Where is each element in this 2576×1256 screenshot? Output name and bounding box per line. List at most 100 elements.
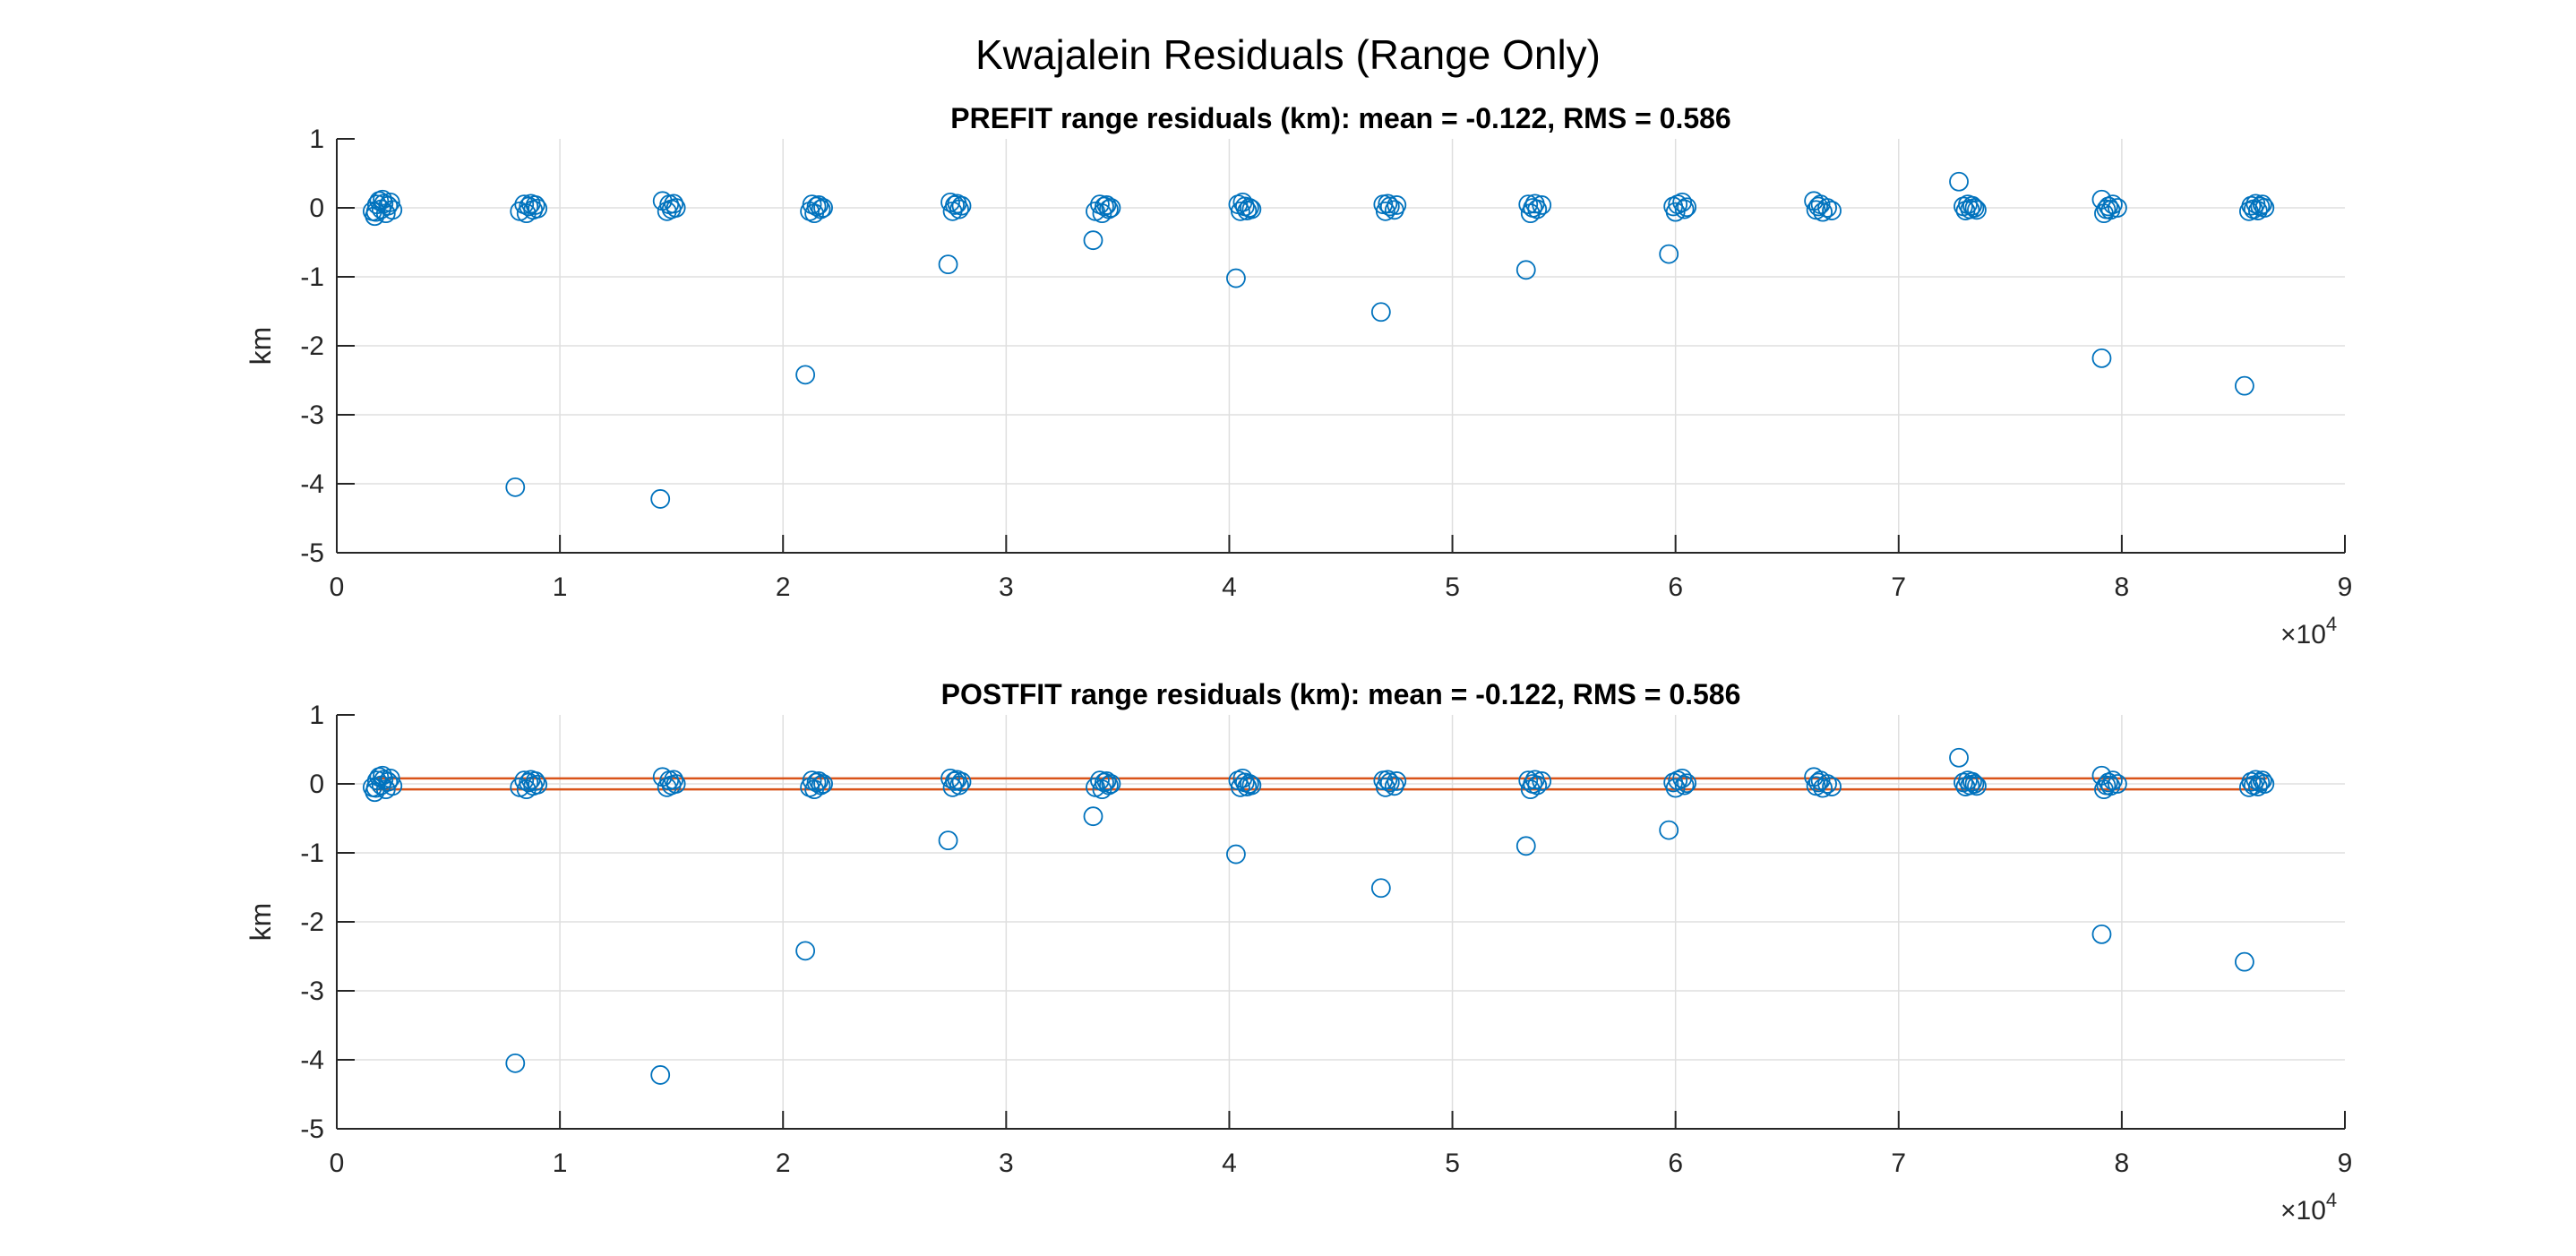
postfit-data-point xyxy=(1231,777,1250,797)
postfit-data-point xyxy=(1964,774,1985,794)
prefit-data-point xyxy=(1101,198,1121,218)
postfit-chart-title: POSTFIT range residuals (km): mean = -0.… xyxy=(941,678,1741,710)
postfit-data-point xyxy=(938,830,958,851)
prefit-data-point xyxy=(938,254,958,275)
prefit-x-tick-label: 3 xyxy=(999,572,1014,602)
postfit-data-point xyxy=(1095,772,1114,793)
prefit-data-point xyxy=(1949,171,1969,192)
postfit-data-point xyxy=(1817,774,1837,794)
prefit-data-point xyxy=(2103,194,2123,215)
postfit-data-point xyxy=(365,778,386,798)
prefit-data-point xyxy=(1370,302,1391,323)
postfit-x-tick-label: 8 xyxy=(2115,1148,2130,1178)
postfit-data-point xyxy=(1813,778,1833,798)
postfit-data-point xyxy=(1226,844,1246,865)
prefit-x-tick-label: 6 xyxy=(1668,572,1683,602)
prefit-data-point xyxy=(1231,201,1250,221)
postfit-data-point xyxy=(2234,951,2254,972)
prefit-data-point xyxy=(1532,195,1552,215)
prefit-data-point xyxy=(2234,375,2254,396)
postfit-data-point xyxy=(1241,775,1262,796)
prefit-data-point xyxy=(1083,230,1103,251)
prefit-data-point xyxy=(365,202,386,222)
postfit-y-tick-label: -3 xyxy=(300,976,324,1006)
prefit-data-point xyxy=(1239,198,1259,218)
postfit-data-point xyxy=(2108,774,2127,794)
postfit-data-point xyxy=(1674,775,1695,796)
prefit-data-point xyxy=(519,196,539,217)
prefit-x-exponent-label: ×104 xyxy=(2280,613,2337,650)
postfit-data-point xyxy=(528,774,548,795)
prefit-y-axis-label: km xyxy=(245,327,277,366)
postfit-y-tick-label: 1 xyxy=(309,701,324,730)
prefit-y-tick-label: -3 xyxy=(300,400,324,430)
postfit-x-tick-label: 2 xyxy=(776,1148,791,1178)
postfit-data-point xyxy=(1387,771,1407,791)
postfit-data-point xyxy=(1523,774,1543,794)
postfit-y-tick-label: -5 xyxy=(300,1114,324,1144)
postfit-x-tick-label: 4 xyxy=(1222,1148,1237,1178)
postfit-data-point xyxy=(1518,770,1539,791)
prefit-data-point xyxy=(1518,194,1539,215)
postfit-data-point xyxy=(665,774,686,794)
prefit-data-point xyxy=(525,195,545,215)
prefit-data-point xyxy=(2108,198,2127,218)
prefit-data-point xyxy=(373,189,392,210)
prefit-data-point xyxy=(1677,197,1697,218)
prefit-data-point xyxy=(1099,199,1119,219)
postfit-data-point xyxy=(795,941,816,961)
prefit-data-point xyxy=(951,195,972,216)
postfit-x-tick-label: 6 xyxy=(1668,1148,1683,1178)
prefit-data-point xyxy=(1964,198,1985,218)
postfit-data-point xyxy=(1378,770,1398,790)
postfit-data-point xyxy=(1808,772,1828,793)
postfit-x-tick-label: 3 xyxy=(999,1148,1014,1178)
postfit-data-point xyxy=(505,1053,526,1073)
postfit-data-point xyxy=(1532,771,1552,791)
prefit-data-point xyxy=(2254,198,2275,218)
prefit-data-point xyxy=(795,365,816,385)
postfit-x-tick-label: 7 xyxy=(1891,1148,1906,1178)
prefit-x-tick-label: 8 xyxy=(2115,572,2130,602)
postfit-data-point xyxy=(951,771,972,792)
postfit-data-point xyxy=(1967,776,1987,796)
postfit-x-tick-label: 9 xyxy=(2338,1148,2353,1178)
prefit-data-point xyxy=(1674,199,1695,219)
prefit-x-tick-label: 9 xyxy=(2338,572,2353,602)
postfit-data-point xyxy=(1379,772,1400,793)
prefit-data-point xyxy=(664,194,684,214)
postfit-data-point xyxy=(945,771,965,791)
prefit-data-point xyxy=(1379,196,1400,217)
postfit-data-point xyxy=(519,772,539,793)
postfit-y-tick-label: 0 xyxy=(309,770,324,799)
prefit-data-point xyxy=(1241,199,1262,219)
postfit-data-point xyxy=(373,765,392,786)
prefit-data-point xyxy=(2091,348,2112,368)
postfit-data-point xyxy=(2096,775,2117,796)
postfit-data-point xyxy=(2091,924,2112,944)
prefit-data-point xyxy=(1659,244,1679,264)
prefit-y-tick-label: -1 xyxy=(300,262,324,292)
prefit-y-tick-label: -4 xyxy=(300,469,324,499)
prefit-data-point xyxy=(1822,201,1842,220)
prefit-y-tick-label: 0 xyxy=(309,194,324,223)
prefit-data-point xyxy=(2096,199,2117,219)
prefit-data-point xyxy=(1817,198,1837,218)
prefit-data-point xyxy=(945,195,965,215)
postfit-data-point xyxy=(1096,771,1117,791)
prefit-data-point xyxy=(949,199,969,219)
postfit-x-tick-label: 1 xyxy=(553,1148,568,1178)
postfit-data-point xyxy=(2252,770,2272,791)
postfit-x-exponent-power: 4 xyxy=(2326,1189,2337,1211)
prefit-data-point xyxy=(528,198,548,219)
postfit-data-point xyxy=(1822,777,1842,796)
postfit-data-point xyxy=(1516,836,1536,856)
prefit-panel: 0 1 2 3 4 5 6 7 8 9 -5 -4 -3 -2 -1 0 1 ×104 km PREFIT range… xyxy=(245,102,2352,650)
postfit-data-point xyxy=(664,770,684,790)
postfit-data-point xyxy=(525,771,545,791)
prefit-data-point xyxy=(665,198,686,218)
prefit-data-point xyxy=(1808,196,1828,217)
prefit-data-point xyxy=(650,489,671,509)
prefit-chart-title: PREFIT range residuals (km): mean = -0.1… xyxy=(950,102,1730,134)
